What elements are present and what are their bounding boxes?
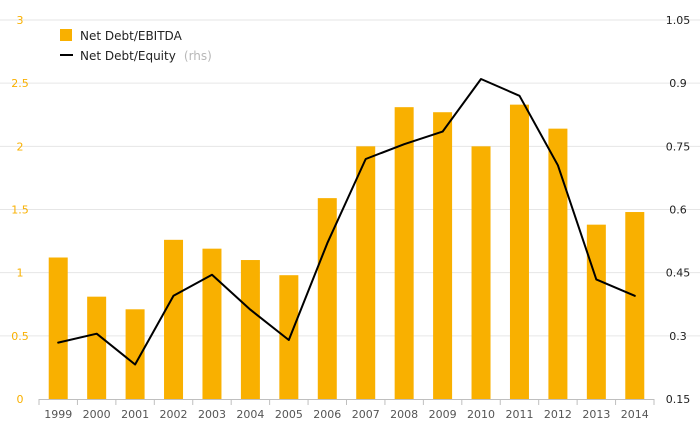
- bar: [317, 198, 337, 399]
- legend-label-line: Net Debt/Equity (rhs): [80, 45, 212, 64]
- line-series-path: [57, 78, 636, 366]
- gridlines: [0, 19, 700, 337]
- bar: [164, 239, 184, 399]
- x-tick-label: 2014: [621, 408, 649, 421]
- bar: [625, 212, 645, 399]
- x-tick-label: 2001: [121, 408, 149, 421]
- x-tick-label: 2006: [313, 408, 341, 421]
- x-tick-label: 2011: [505, 408, 533, 421]
- x-tick-label: 2004: [236, 408, 264, 421]
- x-tick-label: 2008: [390, 408, 418, 421]
- x-tick-label: 2000: [83, 408, 111, 421]
- y-left-tick-label: 0.5: [11, 330, 29, 343]
- bar: [48, 257, 68, 399]
- legend-label-bar: Net Debt/EBITDA: [80, 29, 183, 43]
- x-tick-label: 2002: [160, 408, 188, 421]
- x-tick-label: 2009: [429, 408, 457, 421]
- bar: [87, 296, 107, 399]
- legend-label-line-name: Net Debt/Equity: [80, 49, 176, 63]
- line-series: [57, 78, 636, 366]
- y-right-tick-label: 1.05: [666, 14, 691, 27]
- y-right-tick-label: 0.9: [669, 77, 687, 90]
- bar-series: [48, 104, 645, 400]
- legend-label-line-suffix: (rhs): [184, 49, 212, 63]
- y-right-tick-label: 0.15: [666, 393, 691, 406]
- legend: Net Debt/EBITDA Net Debt/Equity (rhs): [60, 29, 212, 64]
- bar: [509, 104, 529, 399]
- y-left-tick-label: 2.5: [11, 77, 29, 90]
- axes: 0 0.5 1 1.5 2 2.5 3 0.15 0.3 0.45 0.6 0.75 0.9 1.05 19…: [11, 14, 690, 421]
- y-right-tick-label: 0.75: [666, 140, 691, 153]
- y-left-tick-label: 3: [17, 14, 24, 27]
- x-tick-label: 2013: [582, 408, 610, 421]
- x-tick-label: 2010: [467, 408, 495, 421]
- y-right-tick-label: 0.3: [669, 330, 687, 343]
- bar: [279, 275, 299, 399]
- y-left-tick-label: 2: [17, 140, 24, 153]
- legend-swatch-bar: [60, 29, 72, 41]
- y-left-tick-label: 0: [17, 393, 24, 406]
- y-right-tick-label: 0.45: [666, 267, 691, 280]
- x-tick-label: 2005: [275, 408, 303, 421]
- x-tick-label: 2003: [198, 408, 226, 421]
- bar: [356, 146, 376, 399]
- bar: [586, 224, 606, 399]
- x-tick-label: 2007: [352, 408, 380, 421]
- y-left-tick-label: 1.5: [11, 204, 29, 217]
- bar: [433, 112, 453, 400]
- bar: [125, 309, 145, 399]
- bar: [202, 248, 222, 399]
- bar: [471, 146, 491, 399]
- y-left-tick-label: 1: [17, 267, 24, 280]
- bar: [240, 260, 260, 399]
- x-tick-label: 2012: [544, 408, 572, 421]
- bar: [548, 128, 568, 399]
- bar: [394, 107, 414, 400]
- x-tick-label: 1999: [44, 408, 72, 421]
- y-right-tick-label: 0.6: [669, 204, 687, 217]
